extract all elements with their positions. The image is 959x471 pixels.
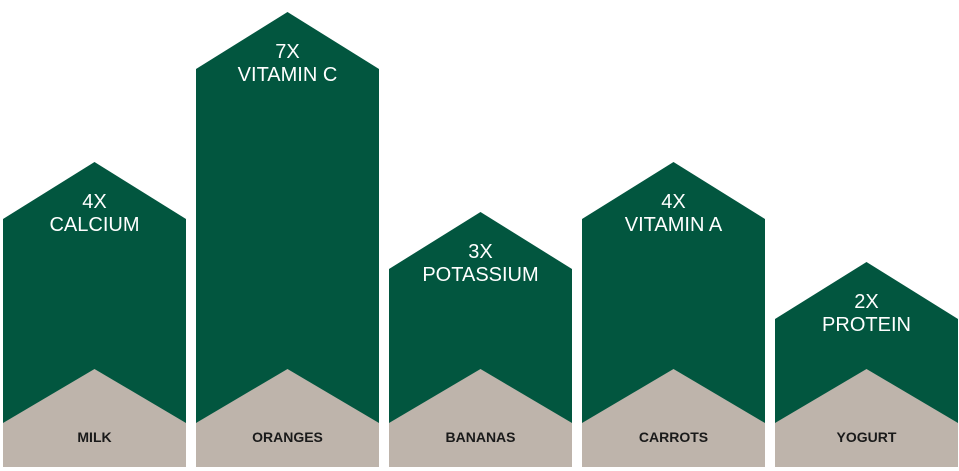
bar-carrots xyxy=(582,162,765,467)
bar-oranges xyxy=(196,12,379,467)
base-oranges xyxy=(196,369,379,467)
value-label-multiplier: 3X xyxy=(468,241,492,263)
category-label: ORANGES xyxy=(252,429,323,445)
value-label-multiplier: 7X xyxy=(275,41,299,63)
value-label-multiplier: 4X xyxy=(661,191,685,213)
category-label: BANANAS xyxy=(446,429,516,445)
category-label: YOGURT xyxy=(837,429,897,445)
base-bananas xyxy=(389,369,572,467)
value-label-nutrient: POTASSIUM xyxy=(422,264,538,286)
base-carrots xyxy=(582,369,765,467)
base-milk xyxy=(3,369,186,467)
bar-milk xyxy=(3,162,186,467)
category-label: MILK xyxy=(77,429,111,445)
value-label-nutrient: CALCIUM xyxy=(49,214,139,236)
value-label-multiplier: 4X xyxy=(82,191,106,213)
category-label: CARROTS xyxy=(639,429,708,445)
base-yogurt xyxy=(775,369,958,467)
value-label-multiplier: 2X xyxy=(854,291,878,313)
value-label-nutrient: VITAMIN A xyxy=(625,214,723,236)
value-label-nutrient: PROTEIN xyxy=(822,314,911,336)
value-label-nutrient: VITAMIN C xyxy=(238,64,338,86)
